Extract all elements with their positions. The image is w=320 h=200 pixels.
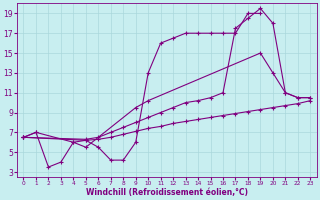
X-axis label: Windchill (Refroidissement éolien,°C): Windchill (Refroidissement éolien,°C) — [86, 188, 248, 197]
